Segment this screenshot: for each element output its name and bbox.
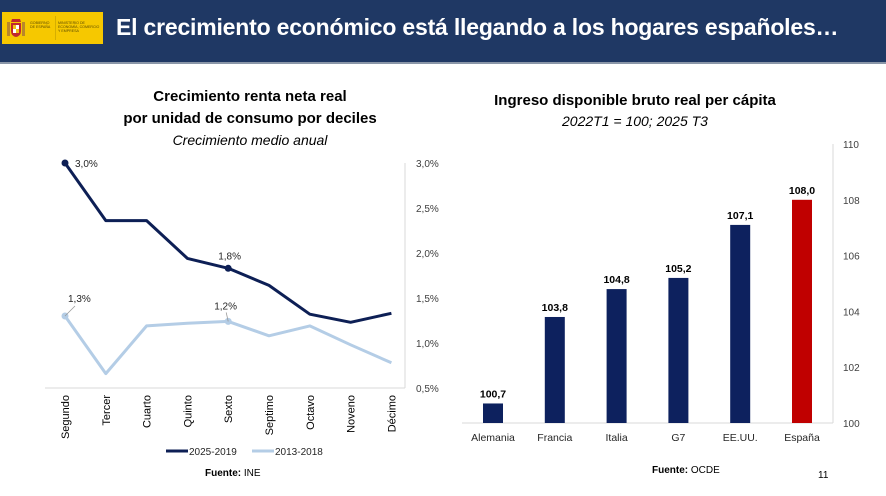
- y-tick-label: 2,0%: [416, 249, 439, 260]
- header-bar: GOBIERNO DE ESPAÑA MINISTERIO DE ECONOMÍ…: [0, 0, 886, 64]
- x-tick-label: Segundo: [60, 395, 72, 439]
- left-chart-source: Fuente: INE: [205, 468, 261, 479]
- x-tick-label: Italia: [606, 432, 628, 444]
- y-tick-label: 0,5%: [416, 384, 439, 395]
- x-tick-label: Cuarto: [142, 395, 154, 428]
- source-value: INE: [241, 468, 261, 479]
- y-tick-label: 2,5%: [416, 204, 439, 215]
- data-marker: [61, 159, 69, 167]
- right-chart-source: Fuente: OCDE: [652, 465, 720, 476]
- y-tick-label: 108: [843, 196, 860, 207]
- bar-value-label: 108,0: [789, 185, 815, 197]
- bar-value-label: 105,2: [665, 263, 691, 275]
- x-tick-label: Noveno: [346, 395, 358, 433]
- bar-Francia: [544, 316, 565, 423]
- bar-España: [792, 199, 812, 423]
- page-number: 11: [818, 470, 829, 481]
- y-tick-label: 1,5%: [416, 294, 439, 305]
- coat-of-arms-icon: [7, 19, 25, 37]
- government-logo: GOBIERNO DE ESPAÑA MINISTERIO DE ECONOMÍ…: [2, 12, 103, 44]
- y-tick-label: 3,0%: [416, 159, 439, 170]
- data-label: 1,2%: [214, 301, 237, 312]
- y-tick-label: 100: [843, 419, 860, 430]
- slide-title: El crecimiento económico está llegando a…: [116, 14, 839, 40]
- x-tick-label: Sexto: [223, 395, 235, 423]
- right-chart-title: Ingreso disponible bruto real per cápita: [494, 92, 776, 109]
- left-chart-title-line1: Crecimiento renta neta real: [153, 88, 347, 105]
- logo-text-gobierno: GOBIERNO DE ESPAÑA: [30, 21, 51, 29]
- bar-Alemania: [483, 403, 503, 423]
- right-chart-subtitle: 2022T1 = 100; 2025 T3: [562, 113, 708, 129]
- data-marker: [224, 264, 232, 272]
- label-leader-line: [225, 312, 229, 322]
- logo-divider: [55, 16, 56, 40]
- bar-value-label: 107,1: [727, 210, 753, 222]
- data-label: 1,8%: [218, 251, 241, 262]
- source-value: OCDE: [688, 465, 720, 476]
- label-leader-line: [64, 305, 76, 317]
- source-label: Fuente:: [652, 465, 689, 476]
- x-tick-label: España: [784, 432, 820, 444]
- bar-value-label: 103,8: [542, 302, 568, 314]
- bar-Italia: [606, 289, 627, 423]
- x-tick-label: G7: [671, 432, 685, 444]
- y-tick-label: 110: [843, 140, 859, 151]
- bar-value-label: 104,8: [603, 274, 629, 286]
- x-tick-label: Francia: [537, 432, 572, 444]
- x-tick-label: Quinto: [182, 395, 194, 427]
- bar-G7: [668, 277, 689, 423]
- y-tick-label: 1,0%: [416, 339, 439, 350]
- legend-label: 2013-2018: [275, 447, 323, 458]
- x-tick-label: Octavo: [305, 395, 317, 430]
- x-tick-label: Septimo: [264, 395, 276, 435]
- left-chart-title-line2: por unidad de consumo por deciles: [123, 110, 377, 127]
- left-chart-subtitle: Crecimiento medio anual: [172, 132, 328, 148]
- bar-EE.UU.: [730, 224, 751, 423]
- y-tick-label: 102: [843, 363, 860, 374]
- source-label: Fuente:: [205, 468, 242, 479]
- y-tick-label: 106: [843, 252, 860, 263]
- data-label: 1,3%: [68, 294, 91, 305]
- logo-text-ministerio: MINISTERIO DE ECONOMÍA, COMERCIO Y EMPRE…: [58, 21, 100, 33]
- x-tick-label: Tercer: [101, 395, 113, 426]
- x-tick-label: EE.UU.: [723, 432, 758, 444]
- data-label: 3,0%: [75, 159, 98, 170]
- x-tick-label: Alemania: [471, 432, 515, 444]
- y-tick-label: 104: [843, 307, 860, 318]
- legend-label: 2025-2019: [189, 447, 237, 458]
- bar-value-label: 100,7: [480, 388, 506, 400]
- x-tick-label: Décimo: [386, 395, 398, 432]
